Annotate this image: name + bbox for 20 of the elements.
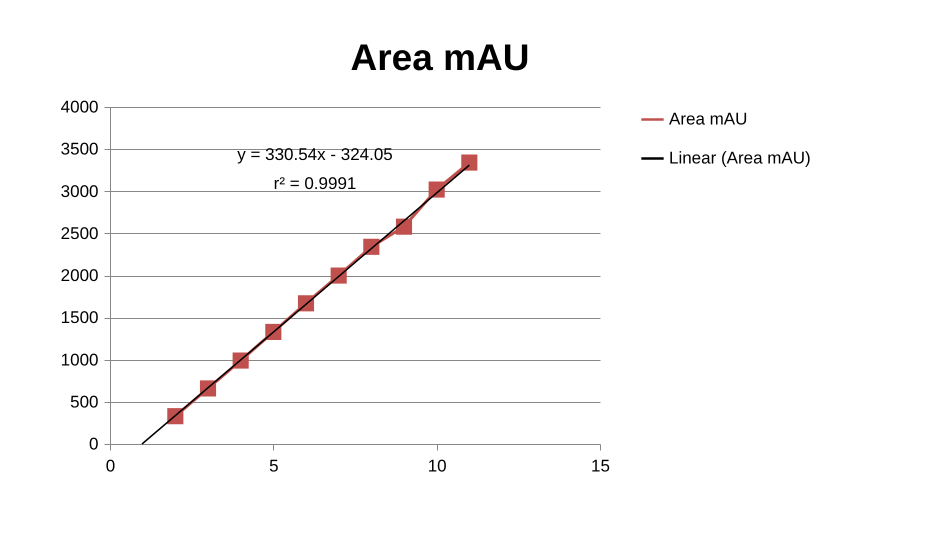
- x-tick-label: 10: [428, 456, 447, 476]
- y-tick-label: 500: [70, 392, 98, 412]
- legend-label: Area mAU: [669, 110, 748, 128]
- y-tick-label: 3000: [60, 182, 98, 201]
- y-tick-label: 2500: [60, 224, 98, 243]
- annotation: y = 330.54x - 324.05: [237, 145, 393, 164]
- legend-label: Linear (Area mAU): [669, 148, 811, 168]
- point: [396, 218, 412, 235]
- y-tick-label: 1500: [60, 308, 98, 328]
- y-tick-label: 4000: [60, 98, 98, 116]
- chart-title: Area mAU: [350, 37, 530, 78]
- y-tick-label: 1000: [60, 350, 98, 370]
- point: [461, 154, 478, 171]
- annotation: r² = 0.9991: [274, 174, 356, 193]
- x-tick-label: 0: [106, 456, 116, 476]
- x-tick-label: 15: [591, 456, 610, 476]
- y-tick-label: 2000: [60, 266, 98, 285]
- y-tick-label: 0: [89, 434, 98, 454]
- y-tick-label: 3500: [60, 140, 98, 159]
- x-tick-label: 5: [269, 456, 279, 476]
